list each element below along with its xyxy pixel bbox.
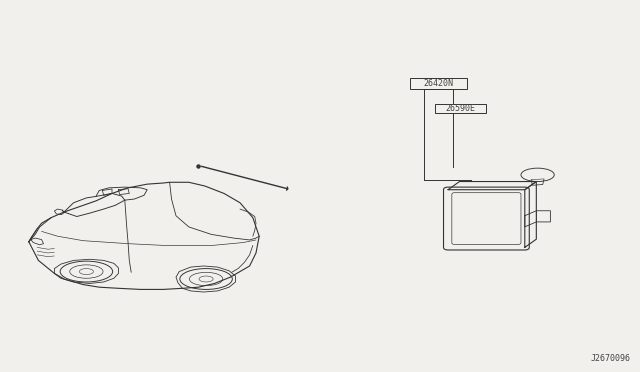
Text: J2670096: J2670096 bbox=[590, 354, 630, 363]
Text: 26590E: 26590E bbox=[446, 104, 476, 113]
Bar bbox=[435, 104, 486, 113]
Text: 26420N: 26420N bbox=[424, 79, 453, 88]
Bar bbox=[410, 78, 467, 89]
